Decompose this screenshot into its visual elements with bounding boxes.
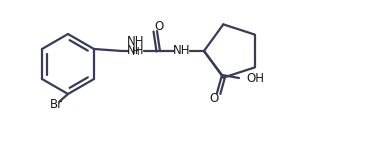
Text: H: H — [132, 47, 140, 57]
Text: Br: Br — [50, 98, 63, 111]
Text: O: O — [154, 19, 164, 32]
Text: OH: OH — [246, 71, 264, 84]
Text: NH: NH — [127, 44, 145, 57]
Text: O: O — [210, 92, 219, 105]
Text: NH: NH — [173, 44, 191, 57]
Text: NH: NH — [127, 35, 145, 48]
